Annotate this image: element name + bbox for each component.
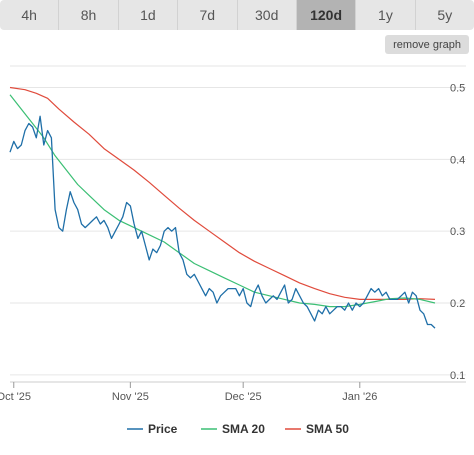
tab-7d[interactable]: 7d bbox=[178, 0, 238, 30]
tab-1d[interactable]: 1d bbox=[119, 0, 179, 30]
legend-label[interactable]: SMA 20 bbox=[222, 422, 265, 436]
tab-1y[interactable]: 1y bbox=[356, 0, 416, 30]
x-tick-label: Oct '25 bbox=[0, 391, 31, 403]
x-tick-label: Jan '26 bbox=[342, 391, 377, 403]
x-tick-label: Dec '25 bbox=[225, 391, 262, 403]
legend-label[interactable]: SMA 50 bbox=[306, 422, 349, 436]
series-line-price bbox=[9, 115, 436, 329]
x-axis: Oct '25 Nov '25 Dec '25 Jan '26 bbox=[0, 381, 466, 403]
tab-8h[interactable]: 8h bbox=[59, 0, 119, 30]
remove-graph-button[interactable]: remove graph bbox=[385, 35, 469, 54]
series-line-sma-50 bbox=[9, 86, 436, 300]
chart-grid bbox=[10, 65, 466, 376]
y-axis: 0.1 0.2 0.3 0.4 0.5 bbox=[450, 83, 465, 382]
legend-label[interactable]: Price bbox=[148, 422, 178, 436]
tab-4h[interactable]: 4h bbox=[0, 0, 60, 30]
y-tick-label: 0.1 bbox=[450, 370, 465, 382]
timeframe-tabs: 4h 8h 1d 7d 30d 120d 1y 5y bbox=[0, 0, 474, 30]
y-tick-label: 0.4 bbox=[450, 154, 465, 166]
series-line-sma-20 bbox=[9, 94, 436, 308]
y-tick-label: 0.3 bbox=[450, 226, 465, 238]
chart-series bbox=[9, 86, 436, 329]
tab-5y[interactable]: 5y bbox=[437, 7, 453, 23]
chart-legend: Price SMA 20 SMA 50 bbox=[127, 422, 349, 436]
y-tick-label: 0.5 bbox=[450, 83, 465, 95]
y-tick-label: 0.2 bbox=[450, 298, 465, 310]
x-tick-label: Nov '25 bbox=[112, 391, 149, 403]
tab-30d[interactable]: 30d bbox=[238, 0, 297, 30]
tab-120d[interactable]: 120d bbox=[296, 0, 357, 30]
